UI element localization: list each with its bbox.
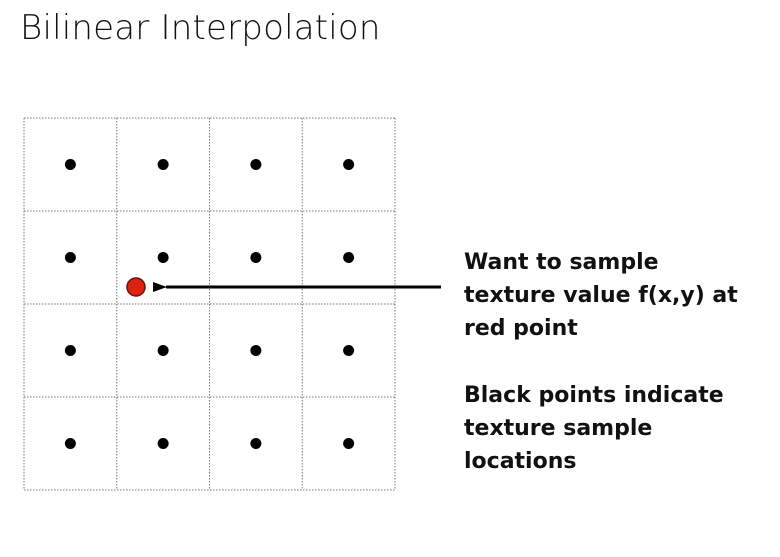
slide-title: Bilinear Interpolation xyxy=(20,8,381,48)
sample-points xyxy=(64,159,355,449)
red-query-point xyxy=(126,277,146,297)
texture-sample-point xyxy=(64,159,76,170)
annotation-sample-locations: Black points indicate texture sample loc… xyxy=(464,379,764,478)
texture-sample-point xyxy=(157,438,169,449)
annotation-line: Black points indicate xyxy=(464,383,724,408)
annotation-line: locations xyxy=(464,449,577,474)
texture-sample-point xyxy=(157,252,169,263)
annotation-line: texture value f(x,y) at xyxy=(464,283,738,308)
texture-sample-point xyxy=(250,159,262,170)
texture-sample-point xyxy=(250,252,262,263)
texture-sample-point xyxy=(250,438,262,449)
texture-sample-point xyxy=(343,252,355,263)
annotation-line: texture sample xyxy=(464,416,653,441)
annotation-line: Want to sample xyxy=(464,250,659,275)
texture-sample-point xyxy=(157,159,169,170)
texture-sample-point xyxy=(343,159,355,170)
texture-sample-point xyxy=(343,438,355,449)
grid-lines xyxy=(23,117,396,491)
texture-sample-point xyxy=(64,438,76,449)
texture-sample-point xyxy=(157,345,169,356)
texture-sample-point xyxy=(343,345,355,356)
annotation-line: red point xyxy=(464,316,578,341)
texture-sample-point xyxy=(250,345,262,356)
texture-sample-point xyxy=(64,345,76,356)
texture-sample-point xyxy=(64,252,76,263)
annotation-sample-target: Want to sample texture value f(x,y) at r… xyxy=(464,246,764,345)
